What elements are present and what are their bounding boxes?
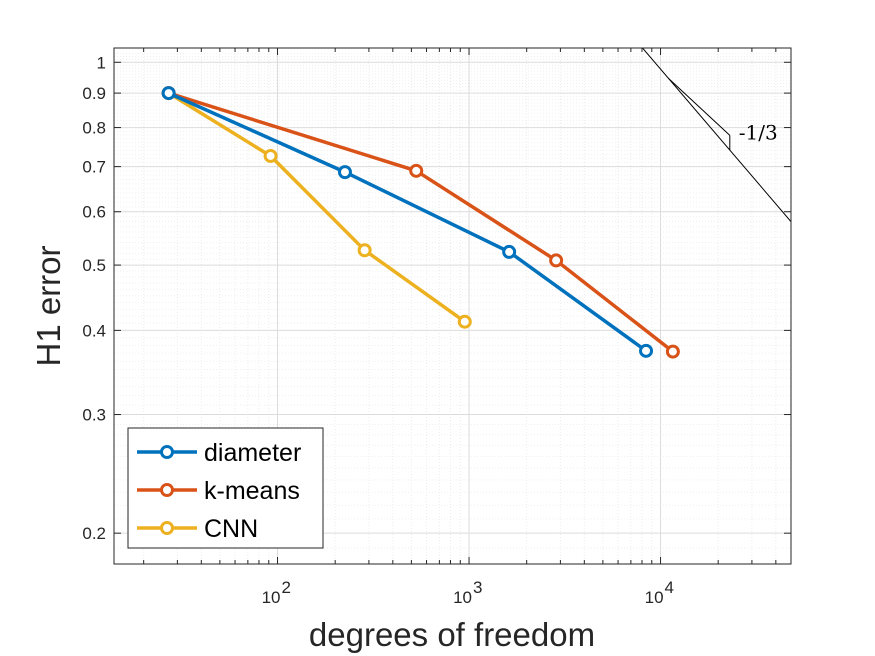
y-tick-label: 0.7 bbox=[82, 158, 106, 177]
minor-grid bbox=[114, 48, 791, 564]
plot-frame bbox=[113, 47, 792, 565]
series-line-CNN bbox=[167, 91, 466, 324]
legend-label-diameter: diameter bbox=[204, 439, 301, 467]
data-point-CNN bbox=[457, 314, 472, 329]
y-tick-label: 0.8 bbox=[82, 119, 106, 138]
slope-label: -1/3 bbox=[739, 121, 778, 145]
x-tick-exponent: 3 bbox=[473, 578, 482, 597]
legend-label-CNN: CNN bbox=[204, 515, 258, 543]
data-point-k-means bbox=[665, 344, 680, 359]
data-point-diameter bbox=[502, 244, 517, 259]
x-tick-label: 10 bbox=[453, 588, 472, 607]
data-point-diameter bbox=[161, 86, 176, 101]
series-layer bbox=[161, 86, 680, 359]
series-line-k-means bbox=[168, 91, 674, 353]
y-tick-label: 0.6 bbox=[82, 203, 106, 222]
data-point-diameter bbox=[337, 165, 352, 180]
y-tick-label: 0.2 bbox=[82, 524, 106, 543]
y-axis-label: H1 error bbox=[30, 245, 67, 366]
data-point-k-means bbox=[409, 163, 424, 178]
data-point-k-means bbox=[549, 253, 564, 268]
slope-triangle-horizontal bbox=[668, 77, 731, 136]
x-tick-exponent: 2 bbox=[282, 578, 291, 597]
legend-label-k-means: k-means bbox=[204, 477, 300, 505]
data-point-CNN bbox=[357, 243, 372, 258]
y-tick-label: 0.9 bbox=[82, 84, 106, 103]
legend: diameter k-means CNN bbox=[127, 427, 324, 549]
x-tick-label: 10 bbox=[645, 588, 664, 607]
y-tick-label: 1 bbox=[97, 53, 106, 72]
series-diameter bbox=[161, 86, 654, 358]
series-line-diameter bbox=[167, 91, 648, 353]
x-tick-exponent: 4 bbox=[665, 578, 674, 597]
data-point-CNN bbox=[263, 148, 278, 163]
legend-marker-k-means bbox=[160, 483, 174, 497]
slope-reference-line bbox=[641, 48, 791, 222]
legend-marker-CNN bbox=[160, 521, 174, 535]
data-point-diameter bbox=[639, 343, 654, 358]
y-tick-label: 0.4 bbox=[82, 321, 106, 340]
slope-annotation bbox=[641, 48, 791, 222]
x-tick-label: 10 bbox=[262, 588, 281, 607]
x-axis-label: degrees of freedom bbox=[309, 616, 595, 653]
y-tick-label: 0.5 bbox=[82, 256, 106, 275]
y-tick-label: 0.3 bbox=[82, 406, 106, 425]
legend-marker-diameter bbox=[160, 445, 174, 459]
